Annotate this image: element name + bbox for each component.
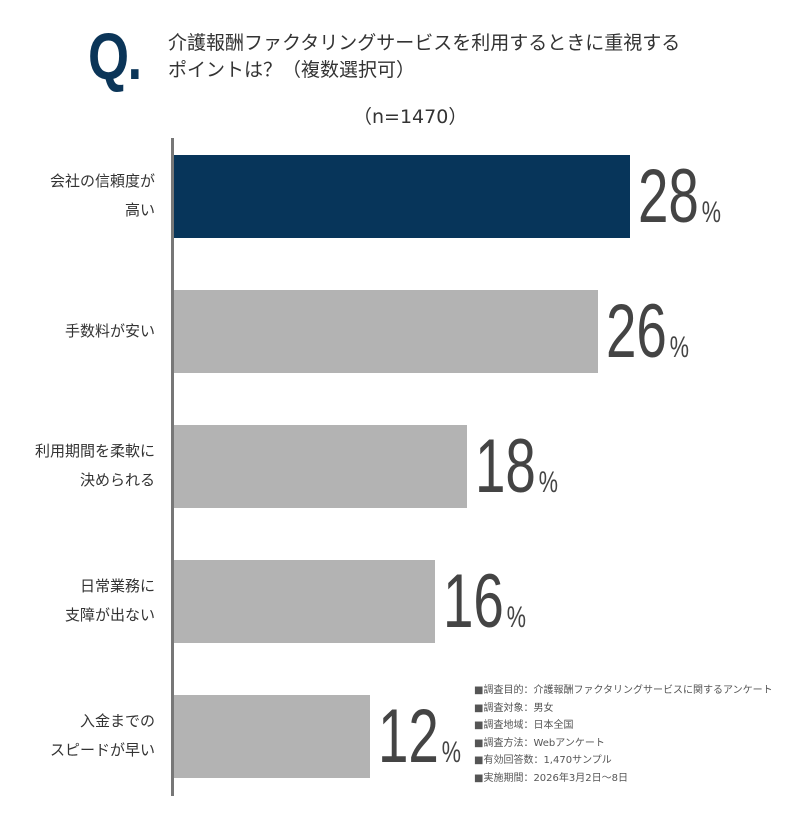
bar bbox=[174, 290, 598, 373]
q-mark: Q. bbox=[88, 19, 142, 93]
data-label: 16% bbox=[443, 564, 526, 656]
percent-unit: % bbox=[441, 736, 461, 769]
note-line: ■有効回答数：1,470サンプル bbox=[474, 755, 612, 766]
data-label: 28% bbox=[638, 159, 721, 251]
data-value: 12 bbox=[377, 694, 439, 779]
title-line-2: ポイントは？（複数選択可） bbox=[168, 59, 416, 81]
bar bbox=[174, 425, 468, 508]
data-value: 28 bbox=[638, 154, 700, 239]
note-line: ■調査対象：男女 bbox=[474, 702, 554, 714]
data-label: 12% bbox=[378, 699, 461, 791]
category-label: 入金までの スピードが早い bbox=[49, 712, 155, 759]
title-line-1: 介護報酬ファクタリングサービスを利用するときに重視する bbox=[168, 32, 681, 54]
percent-unit: % bbox=[539, 466, 559, 499]
data-label: 26% bbox=[606, 294, 689, 386]
percent-unit: % bbox=[669, 331, 689, 364]
data-value: 16 bbox=[442, 559, 504, 644]
bar bbox=[174, 695, 370, 778]
percent-unit: % bbox=[506, 601, 526, 634]
survey-notes: ■調査目的：介護報酬ファクタリングサービスに関するアンケート ■調査対象：男女 ■調… bbox=[474, 682, 773, 787]
category-label: 利用期間を柔軟に 決められる bbox=[34, 442, 155, 489]
category-label: 日常業務に 支障が出ない bbox=[64, 577, 155, 624]
percent-unit: % bbox=[702, 196, 722, 229]
data-label: 18% bbox=[475, 429, 558, 521]
note-line: ■調査目的：介護報酬ファクタリングサービスに関するアンケート bbox=[474, 685, 773, 696]
sample-size: （n=1470） bbox=[353, 106, 468, 128]
data-value: 26 bbox=[605, 289, 667, 374]
note-line: ■調査地域：日本全国 bbox=[474, 720, 574, 731]
category-label: 会社の信頼度が 高い bbox=[49, 172, 155, 219]
category-label: 手数料が安い bbox=[64, 321, 155, 340]
note-line: ■実施期間：2026年3月2日～8日 bbox=[474, 772, 628, 784]
note-line: ■調査方法：Webアンケート bbox=[474, 737, 605, 749]
data-value: 18 bbox=[475, 424, 537, 509]
y-axis-line bbox=[171, 138, 174, 796]
chart-title: 介護報酬ファクタリングサービスを利用するときに重視する ポイントは？（複数選択可… bbox=[168, 30, 680, 84]
bar bbox=[174, 155, 631, 238]
bar bbox=[174, 560, 435, 643]
